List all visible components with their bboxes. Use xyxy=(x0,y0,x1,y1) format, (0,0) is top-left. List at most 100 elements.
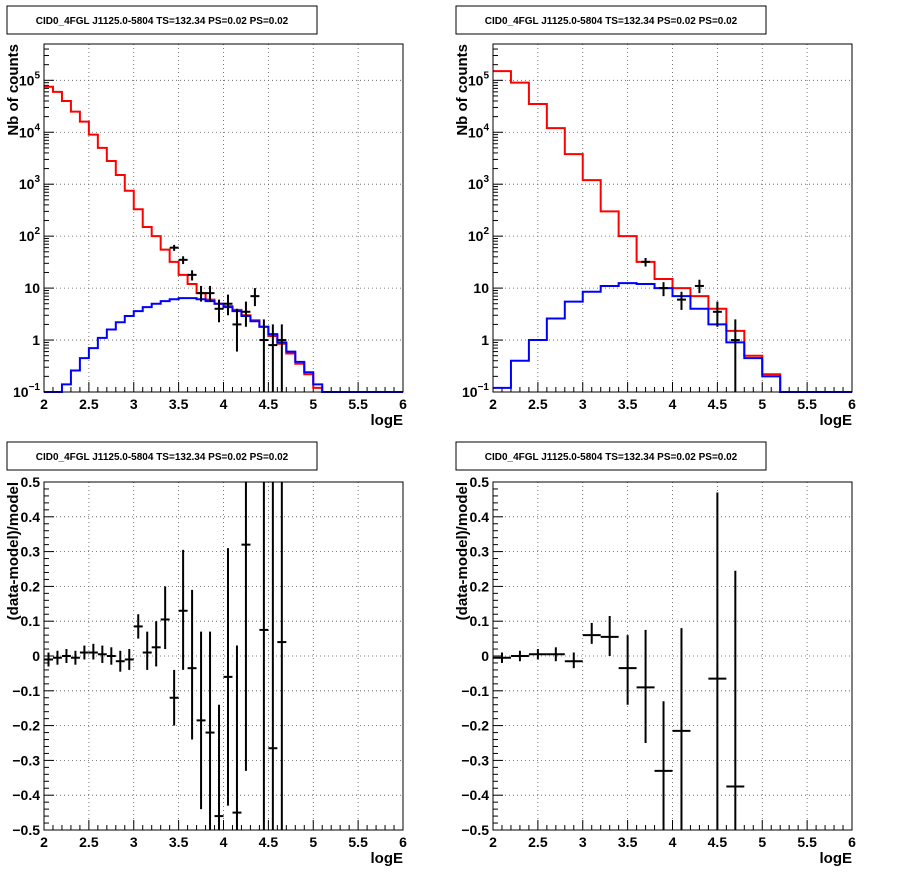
plot-frame xyxy=(43,43,404,393)
data-point xyxy=(672,628,691,830)
chart-panel-2: CID0_4FGL J1125.0-5804 TS=132.34 PS=0.02… xyxy=(454,5,856,429)
data-point xyxy=(730,319,740,392)
x-tick-label: 5 xyxy=(758,396,766,412)
x-tick-label: 3.5 xyxy=(618,396,638,412)
x-tick-label: 2.5 xyxy=(79,834,99,850)
x-tick-label: 4 xyxy=(220,834,228,850)
y-tick-label: 104 xyxy=(19,122,41,140)
x-tick-label: 6 xyxy=(848,396,856,412)
y-tick-label: 102 xyxy=(468,226,490,244)
y-tick-label: 0.3 xyxy=(21,544,41,560)
y-tick-label: 0.1 xyxy=(470,613,490,629)
y-tick-label: 0.2 xyxy=(21,578,41,594)
x-tick-label: 2 xyxy=(40,834,48,850)
x-tick-label: 4.5 xyxy=(708,834,728,850)
x-tick-label: 5.5 xyxy=(348,834,368,850)
chart-panel-1: CID0_4FGL J1125.0-5804 TS=132.34 PS=0.02… xyxy=(5,5,407,429)
x-tick-label: 3 xyxy=(579,396,587,412)
y-tick-label: 10−1 xyxy=(462,382,489,400)
data-point xyxy=(493,652,511,663)
histogram-series-1 xyxy=(493,70,852,393)
x-tick-label: 5 xyxy=(309,834,317,850)
x-tick-label: 4.5 xyxy=(708,396,728,412)
data-point xyxy=(259,482,269,830)
y-tick-label: −0.5 xyxy=(12,822,40,838)
x-tick-label: 5 xyxy=(758,834,766,850)
x-tick-label: 3.5 xyxy=(618,834,638,850)
y-axis-label: (data-model)/model xyxy=(454,482,471,620)
chart-title-box xyxy=(6,5,318,35)
data-point xyxy=(205,285,215,302)
y-tick-label: −0.2 xyxy=(461,718,489,734)
data-point xyxy=(726,570,745,830)
y-tick-label: 0.5 xyxy=(470,474,490,490)
x-axis-label: logE xyxy=(820,850,853,867)
data-point xyxy=(79,645,89,660)
data-point xyxy=(277,482,287,830)
plot-frame xyxy=(492,481,853,831)
data-point xyxy=(106,647,116,665)
plot-frame xyxy=(492,43,853,393)
data-point xyxy=(196,285,206,302)
data-point xyxy=(88,643,98,660)
data-point xyxy=(259,319,269,392)
data-point xyxy=(205,631,215,830)
data-point xyxy=(214,704,224,830)
data-point xyxy=(187,270,197,281)
x-tick-label: 4.5 xyxy=(259,834,279,850)
data-point xyxy=(268,482,278,830)
x-axis-label: logE xyxy=(820,412,853,429)
x-axis-label: logE xyxy=(371,412,404,429)
data-point xyxy=(241,301,251,327)
data-point xyxy=(169,669,179,726)
y-tick-label: −0.4 xyxy=(12,787,40,803)
y-tick-label: −0.3 xyxy=(12,752,40,768)
data-point xyxy=(659,282,669,297)
y-tick-label: 105 xyxy=(19,70,41,88)
y-tick-label: 0.3 xyxy=(470,544,490,560)
chart-title-box xyxy=(455,441,767,471)
chart-title-box xyxy=(455,5,767,35)
data-points xyxy=(44,482,287,830)
x-tick-label: 2 xyxy=(489,834,497,850)
data-point xyxy=(223,548,233,806)
x-tick-label: 4 xyxy=(669,834,677,850)
data-point xyxy=(676,291,686,310)
data-point xyxy=(223,294,233,316)
x-tick-label: 4 xyxy=(220,396,228,412)
x-tick-label: 3.5 xyxy=(169,834,189,850)
data-point xyxy=(241,482,251,771)
grid-lines xyxy=(493,482,852,830)
chart-title: CID0_4FGL J1125.0-5804 TS=132.34 PS=0.02… xyxy=(36,16,289,27)
chart-title: CID0_4FGL J1125.0-5804 TS=132.34 PS=0.02… xyxy=(485,16,738,27)
data-point xyxy=(708,492,727,830)
y-tick-label: 0.2 xyxy=(470,578,490,594)
data-point xyxy=(277,324,287,392)
data-point xyxy=(169,244,179,251)
data-points xyxy=(493,492,745,830)
x-tick-label: 6 xyxy=(848,834,856,850)
x-tick-label: 3 xyxy=(130,834,138,850)
y-tick-label: 105 xyxy=(468,70,490,88)
plot-frame xyxy=(43,481,404,831)
y-axis-label: (data-model)/model xyxy=(5,482,22,620)
x-tick-label: 5 xyxy=(309,396,317,412)
data-point xyxy=(712,301,722,327)
data-point xyxy=(528,649,547,660)
data-points xyxy=(641,257,740,392)
chart-panel-3: CID0_4FGL J1125.0-5804 TS=132.34 PS=0.02… xyxy=(5,441,407,867)
x-tick-label: 6 xyxy=(399,396,407,412)
data-point xyxy=(618,635,637,705)
data-point xyxy=(151,621,161,667)
data-point xyxy=(582,622,601,644)
x-tick-label: 5.5 xyxy=(797,396,817,412)
y-tick-label: 103 xyxy=(468,174,490,192)
y-tick-label: 10 xyxy=(473,280,489,296)
data-point xyxy=(61,649,71,663)
data-points xyxy=(169,244,287,392)
y-tick-label: −0.4 xyxy=(461,787,489,803)
y-tick-label: 102 xyxy=(19,226,41,244)
data-point xyxy=(187,589,197,740)
data-point xyxy=(694,279,704,294)
